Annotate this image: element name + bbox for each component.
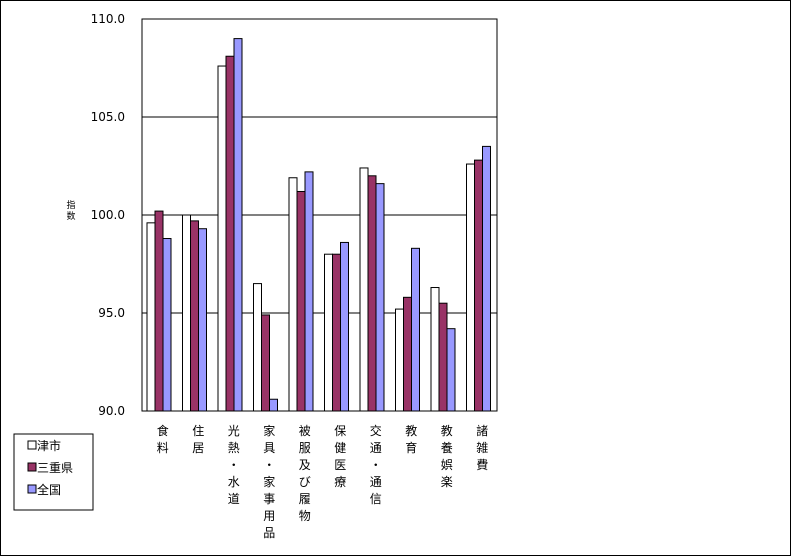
x-tick-label: 保健医療 <box>334 424 346 489</box>
y-axis-title: 指数 <box>66 199 75 222</box>
bar-全国-保健医療 <box>340 241 349 412</box>
legend-box <box>13 433 94 511</box>
bar-全国-住居 <box>198 228 207 412</box>
bar-津市-食料 <box>146 222 156 412</box>
bar-全国-被服及び履物 <box>304 171 314 412</box>
y-tick-label: 95.0 <box>98 306 125 320</box>
bar-津市-被服及び履物 <box>288 177 298 412</box>
x-tick-label: 教育 <box>405 423 417 455</box>
bars <box>146 38 491 412</box>
bar-全国-諸雑費 <box>482 145 491 412</box>
x-tick-label: 教養娯楽 <box>441 423 453 489</box>
y-tick-labels: 90.0 95.0 100.0 105.0 110.0 <box>91 12 125 418</box>
legend-label: 全国 <box>37 482 61 497</box>
y-axis-title-text: 指数 <box>66 199 75 222</box>
bar-全国-教養娯楽 <box>446 328 456 412</box>
bar-三重県-諸雑費 <box>474 159 483 412</box>
y-tick-label: 100.0 <box>91 208 125 222</box>
legend-swatch <box>27 484 37 494</box>
legend-swatch <box>27 440 37 450</box>
bar-全国-光熱・水道 <box>233 38 243 412</box>
plot-area-border <box>141 18 498 412</box>
x-tick-label: 家具・家事用品 <box>263 423 275 540</box>
bar-全国-交通・通信 <box>375 183 385 412</box>
x-tick-label: 住居 <box>192 424 204 455</box>
legend-swatch <box>27 462 37 472</box>
bar-津市-教養娯楽 <box>430 287 440 412</box>
bar-三重県-交通・通信 <box>367 175 377 412</box>
bar-三重県-教養娯楽 <box>438 302 448 412</box>
bar-津市-保健医療 <box>324 253 333 412</box>
bar-津市-家具・家事用品 <box>253 283 262 412</box>
bar-三重県-保健医療 <box>332 253 341 412</box>
bar-全国-教育 <box>411 247 420 412</box>
x-tick-label: 諸雑費 <box>476 423 488 472</box>
bar-全国-家具・家事用品 <box>269 398 278 412</box>
x-tick-label: 光熱・水道 <box>228 424 240 506</box>
bar-三重県-光熱・水道 <box>225 55 235 412</box>
bar-三重県-教育 <box>403 296 412 412</box>
bar-三重県-住居 <box>190 220 199 412</box>
bar-津市-住居 <box>182 214 191 412</box>
y-tick-label: 90.0 <box>98 404 125 418</box>
legend-label: 三重県 <box>37 461 73 475</box>
x-tick-label: 被服及び履物 <box>299 424 311 523</box>
bar-津市-交通・通信 <box>359 167 369 412</box>
bar-津市-光熱・水道 <box>217 65 227 412</box>
bar-三重県-被服及び履物 <box>296 190 306 412</box>
x-tick-label: 交通・通信 <box>370 423 382 506</box>
bar-津市-諸雑費 <box>466 163 475 412</box>
bar-全国-食料 <box>162 238 172 412</box>
legend-label: 津市 <box>37 438 61 453</box>
bar-津市-教育 <box>395 308 404 412</box>
x-tick-label: 食料 <box>157 423 169 455</box>
y-tick-label: 105.0 <box>91 110 125 124</box>
bar-三重県-家具・家事用品 <box>261 314 270 412</box>
y-tick-label: 110.0 <box>91 12 125 26</box>
bar-三重県-食料 <box>154 210 164 412</box>
